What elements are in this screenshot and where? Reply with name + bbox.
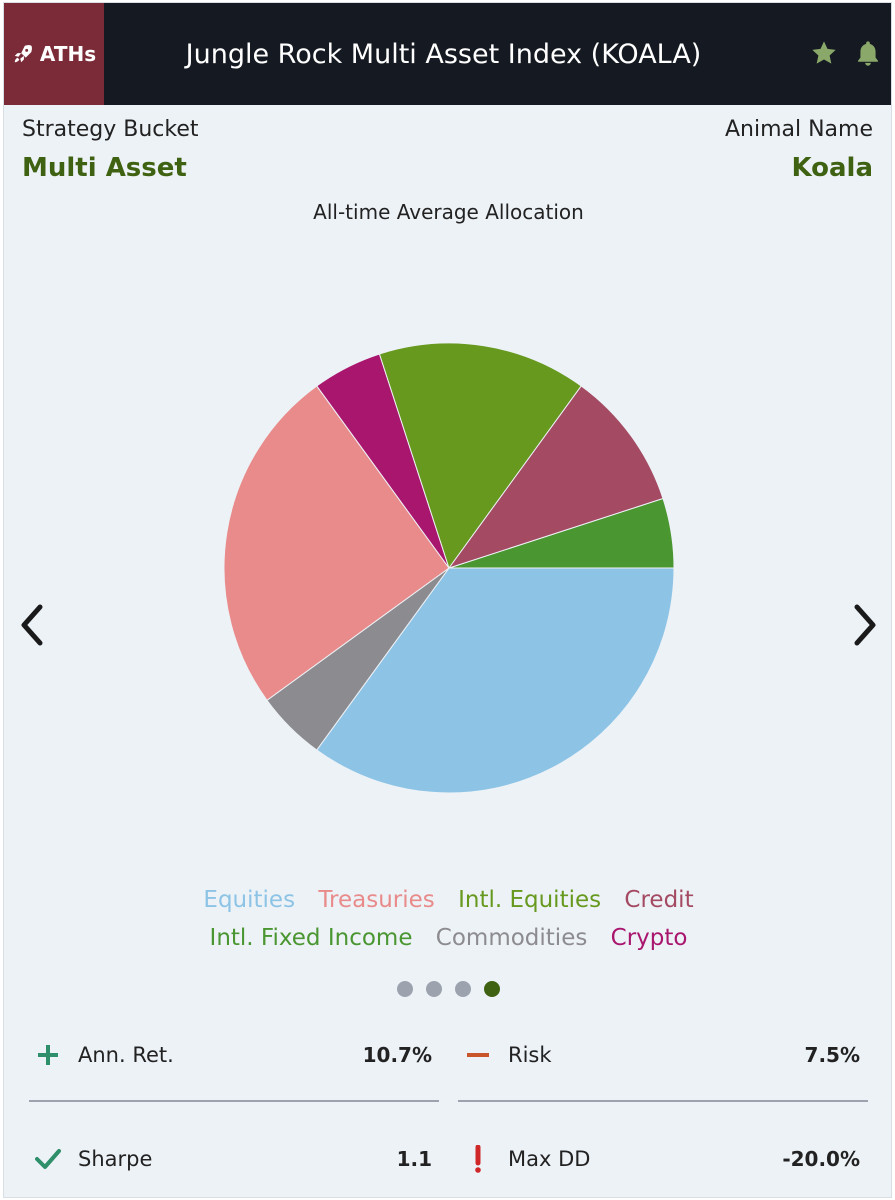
animal-name-label: Animal Name: [724, 117, 873, 142]
legend-item-equities: Equities: [203, 887, 296, 913]
plus-icon: [32, 1043, 64, 1067]
pager-dots: [4, 981, 891, 997]
chart-title: All-time Average Allocation: [313, 200, 584, 224]
legend-item-credit: Credit: [624, 887, 694, 913]
pie-slice-credit[interactable]: [447, 385, 664, 569]
page-title: Jungle Rock Multi Asset Index (KOALA): [185, 38, 702, 70]
star-icon[interactable]: [810, 39, 838, 67]
legend-row: Intl. Fixed Income Commodities Crypto: [4, 925, 891, 951]
chevron-right-icon[interactable]: [847, 599, 883, 651]
chevron-left-icon[interactable]: [14, 599, 50, 651]
header-bar: ATHs Jungle Rock Multi Asset Index (KOAL…: [4, 3, 891, 105]
legend-item-treasuries: Treasuries: [318, 887, 435, 913]
stat-value: 7.5%: [804, 1043, 860, 1067]
strategy-bucket-label: Strategy Bucket: [22, 117, 199, 142]
pager-dot[interactable]: [484, 981, 500, 997]
rocket-icon: [14, 45, 32, 63]
stat-label: Risk: [508, 1043, 552, 1067]
ath-badge-label: ATHs: [39, 42, 97, 66]
pie-slice-intl-equities[interactable]: [378, 342, 582, 570]
stat-annual-return: Ann. Ret. 10.7%: [32, 1035, 432, 1075]
allocation-pie-chart: [223, 342, 675, 794]
legend-item-intl-fixed-income: Intl. Fixed Income: [209, 925, 413, 951]
check-icon: [32, 1147, 64, 1171]
stat-sharpe: Sharpe 1.1: [32, 1139, 432, 1179]
stat-value: 10.7%: [362, 1043, 432, 1067]
legend-item-commodities: Commodities: [435, 925, 588, 951]
pager-dot[interactable]: [455, 981, 471, 997]
stat-value: -20.0%: [782, 1147, 860, 1171]
pie-slice-equities[interactable]: [316, 567, 675, 794]
stat-label: Max DD: [508, 1147, 591, 1171]
legend-item-intl-equities: Intl. Equities: [458, 887, 602, 913]
divider: [458, 1100, 868, 1102]
stat-risk: Risk 7.5%: [462, 1035, 860, 1075]
legend-row: Equities Treasuries Intl. Equities Credi…: [4, 887, 891, 913]
stat-label: Ann. Ret.: [78, 1043, 174, 1067]
stat-label: Sharpe: [78, 1147, 153, 1171]
legend-item-crypto: Crypto: [610, 925, 688, 951]
stat-max-drawdown: Max DD -20.0%: [462, 1139, 860, 1179]
pie-slice-treasuries[interactable]: [223, 385, 450, 701]
ath-badge[interactable]: ATHs: [4, 3, 104, 105]
pager-dot[interactable]: [397, 981, 413, 997]
bell-icon[interactable]: [854, 39, 882, 67]
minus-icon: [462, 1043, 494, 1067]
divider: [29, 1100, 439, 1102]
exclamation-icon: [462, 1145, 494, 1173]
stat-value: 1.1: [396, 1147, 432, 1171]
pager-dot[interactable]: [426, 981, 442, 997]
strategy-bucket-value: Multi Asset: [22, 153, 187, 183]
index-card: ATHs Jungle Rock Multi Asset Index (KOAL…: [3, 2, 892, 1198]
animal-name-value: Koala: [791, 153, 873, 183]
